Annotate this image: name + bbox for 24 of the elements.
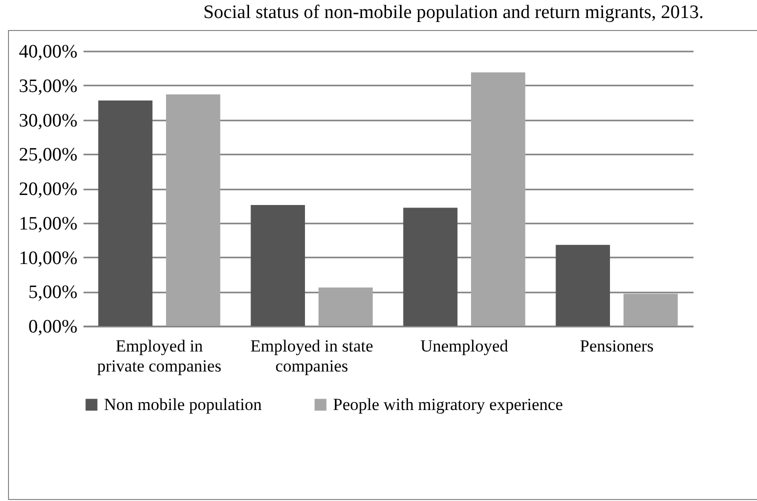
bar [250,205,305,326]
bar [98,100,152,326]
x-tick-label: Unemployed [420,336,509,356]
y-tick-label: 10,00% [18,248,78,269]
y-tick-label: 5,00% [28,282,78,304]
y-tick-label: 15,00% [18,213,78,234]
bar [403,208,458,326]
bar [624,294,678,326]
y-tick-label: 25,00% [18,144,78,166]
x-tick-label: Employed in state companies [250,336,374,376]
y-tick-label: 30,00% [18,110,78,132]
legend-label: Non mobile population [104,394,262,414]
bar [471,72,526,326]
x-tick-label: Pensioners [580,336,654,356]
y-tick-label: 0,00% [28,316,78,338]
y-tick-label: 40,00% [18,42,78,62]
y-tick-label: 20,00% [18,179,78,200]
bar [318,288,373,326]
chart-title: Social status of non-mobile population and return migrants, 2013. [202,2,705,24]
x-tick-label: Employed in private companies [97,336,222,376]
bar [556,244,610,326]
legend-label: People with migratory experience [333,394,563,414]
bar [166,94,220,326]
y-tick-label: 35,00% [18,76,78,97]
